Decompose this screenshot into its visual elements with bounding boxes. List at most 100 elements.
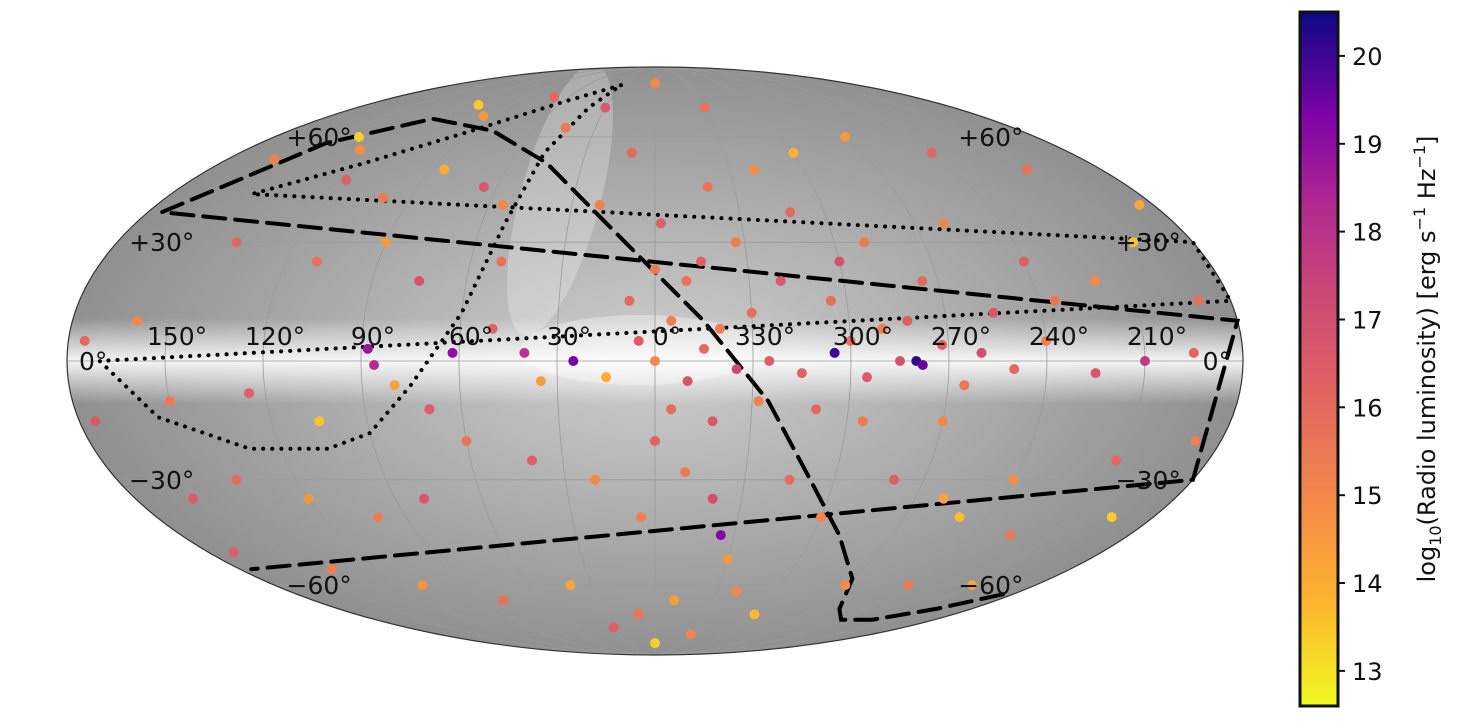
region-curves bbox=[95, 83, 1241, 622]
source-point bbox=[314, 416, 325, 427]
source-point bbox=[707, 493, 718, 504]
source-point bbox=[938, 493, 949, 504]
source-points bbox=[79, 78, 1204, 649]
source-point bbox=[840, 580, 851, 591]
source-point bbox=[976, 347, 987, 358]
source-point bbox=[829, 347, 840, 358]
longitude-tick-label: 120° bbox=[245, 322, 305, 351]
source-point bbox=[560, 122, 571, 133]
source-point bbox=[487, 323, 498, 334]
source-point bbox=[731, 364, 742, 375]
source-point bbox=[666, 315, 677, 326]
source-point bbox=[1018, 256, 1029, 267]
source-point bbox=[967, 580, 978, 591]
source-point bbox=[840, 131, 851, 142]
source-point bbox=[650, 264, 660, 275]
source-point bbox=[650, 638, 660, 649]
source-point bbox=[862, 372, 872, 383]
source-point bbox=[633, 609, 644, 620]
source-point bbox=[1005, 530, 1016, 541]
latitude-tick-label-right: −60° bbox=[287, 571, 352, 600]
source-point bbox=[624, 295, 635, 306]
source-point bbox=[859, 237, 870, 248]
colorbar-tick-label: 18 bbox=[1352, 219, 1383, 247]
source-point bbox=[231, 237, 242, 248]
source-point bbox=[1049, 295, 1060, 306]
source-point bbox=[473, 99, 484, 110]
colorbar-tick-label: 15 bbox=[1352, 482, 1383, 510]
source-point bbox=[702, 181, 713, 192]
latitude-tick-label-right: −30° bbox=[129, 466, 194, 495]
colorbar-tick-label: 14 bbox=[1352, 570, 1383, 598]
source-point bbox=[959, 380, 970, 391]
source-point bbox=[749, 609, 760, 620]
source-point bbox=[389, 380, 400, 391]
source-point bbox=[680, 467, 691, 478]
source-point bbox=[938, 218, 949, 229]
colorbar-tick-label: 19 bbox=[1352, 131, 1383, 159]
colorbar-gradient bbox=[1298, 10, 1340, 708]
source-point bbox=[354, 131, 364, 142]
source-point bbox=[1134, 199, 1145, 210]
source-point bbox=[715, 530, 726, 541]
source-point bbox=[722, 554, 733, 565]
longitude-tick-label: 60° bbox=[449, 322, 493, 351]
source-point bbox=[303, 493, 314, 504]
source-point bbox=[731, 586, 742, 597]
source-point bbox=[424, 404, 435, 415]
source-point bbox=[478, 181, 489, 192]
dashed-region-curve bbox=[161, 116, 1241, 622]
latitude-tick-labels: +60° +30° 0° −30° −60° +60° +30° 0° −30° −60° bbox=[79, 123, 1231, 600]
source-point bbox=[1111, 455, 1122, 466]
source-point bbox=[478, 111, 489, 121]
source-point bbox=[1090, 368, 1101, 379]
colorbar-tick-label: 17 bbox=[1352, 307, 1383, 335]
source-point bbox=[519, 347, 530, 358]
source-point bbox=[439, 164, 450, 175]
source-point bbox=[730, 237, 741, 248]
source-point bbox=[937, 416, 948, 427]
source-point bbox=[682, 376, 693, 387]
source-point bbox=[937, 339, 947, 350]
source-point bbox=[164, 396, 175, 407]
latitude-tick-label-left: −30° bbox=[1116, 466, 1181, 495]
latitude-tick-label-left: 0° bbox=[1203, 347, 1231, 376]
source-point bbox=[626, 147, 637, 158]
source-point bbox=[601, 372, 612, 383]
source-point bbox=[496, 256, 507, 267]
source-point bbox=[636, 512, 647, 523]
latitude-tick-label-left: −60° bbox=[958, 571, 1023, 600]
source-point bbox=[746, 307, 757, 318]
source-point bbox=[600, 102, 611, 113]
source-point bbox=[498, 595, 509, 606]
source-point bbox=[565, 580, 576, 591]
source-point bbox=[917, 276, 928, 286]
colorbar-ticks: 13 14 15 16 17 18 19 20 bbox=[1338, 43, 1383, 686]
source-point bbox=[926, 147, 937, 158]
source-point bbox=[231, 474, 242, 485]
source-point bbox=[650, 78, 660, 89]
source-point bbox=[857, 416, 868, 427]
source-point bbox=[568, 356, 579, 366]
source-point bbox=[1188, 347, 1199, 358]
source-point bbox=[764, 356, 775, 366]
source-point bbox=[1021, 164, 1032, 175]
source-point bbox=[417, 580, 428, 591]
source-point bbox=[788, 147, 799, 158]
source-point bbox=[608, 622, 619, 633]
source-point bbox=[796, 368, 807, 379]
longitude-tick-label: 270° bbox=[931, 322, 991, 351]
colorbar-tick-label: 13 bbox=[1352, 658, 1383, 686]
source-point bbox=[699, 102, 710, 113]
source-point bbox=[311, 256, 322, 267]
source-point bbox=[1193, 295, 1204, 306]
sky-outline bbox=[66, 66, 1244, 656]
latitude-tick-label-right: +30° bbox=[129, 228, 194, 257]
longitude-tick-label: 30° bbox=[547, 322, 591, 351]
longitude-tick-label: 0° bbox=[653, 322, 681, 351]
source-point bbox=[590, 474, 601, 485]
source-point bbox=[341, 174, 352, 185]
source-point bbox=[877, 323, 888, 334]
colorbar-tick-label: 20 bbox=[1352, 43, 1383, 71]
source-point bbox=[373, 512, 384, 523]
